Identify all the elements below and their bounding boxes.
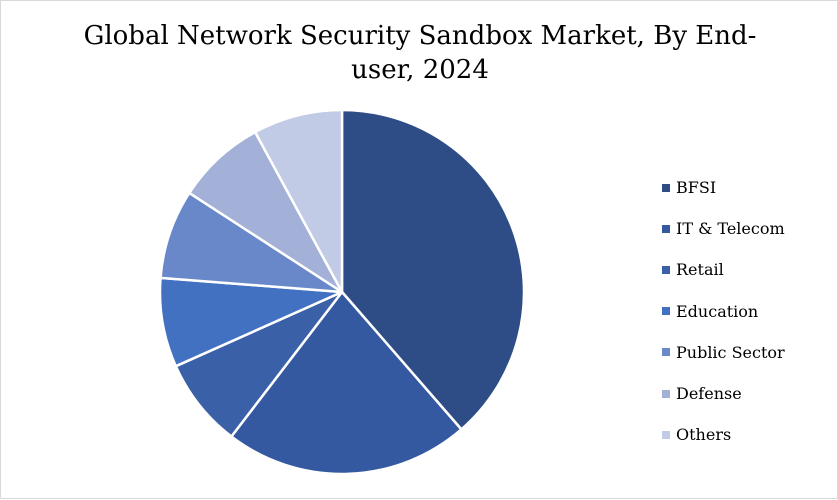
legend-label: Others [676, 425, 732, 445]
legend-swatch [662, 265, 670, 274]
legend-item: Retail [662, 249, 785, 290]
legend-item: Education [662, 291, 785, 332]
legend-item: IT & Telecom [662, 208, 785, 249]
pie-slice-retail [174, 290, 344, 438]
legend-label: Public Sector [676, 342, 785, 362]
legend-label: Retail [676, 260, 724, 280]
legend-label: IT & Telecom [676, 219, 785, 239]
legend-label: Defense [676, 384, 742, 404]
legend-swatch [662, 348, 670, 357]
chart-title: Global Network Security Sandbox Market, … [83, 21, 757, 85]
legend-item: Public Sector [662, 332, 785, 373]
legend-swatch [662, 183, 670, 192]
legend-swatch [662, 389, 670, 398]
legend-swatch [662, 307, 670, 316]
pie-slice-public-sector [159, 191, 344, 294]
legend-label: Education [676, 301, 759, 321]
legend-swatch [662, 224, 670, 233]
pie-slice-defense [188, 130, 344, 294]
legend-item: Defense [662, 373, 785, 414]
pie-slice-bfsi [340, 108, 526, 431]
pie-slice-education [158, 276, 344, 368]
legend-label: BFSI [676, 178, 717, 198]
legend-item: Others [662, 414, 785, 455]
legend-item: BFSI [662, 167, 785, 208]
legend: BFSI IT & Telecom Retail Education Public Se… [662, 167, 785, 455]
legend-swatch [662, 430, 670, 439]
pie-slice-it-telecom [230, 290, 463, 476]
pie-slice-others [253, 108, 344, 294]
